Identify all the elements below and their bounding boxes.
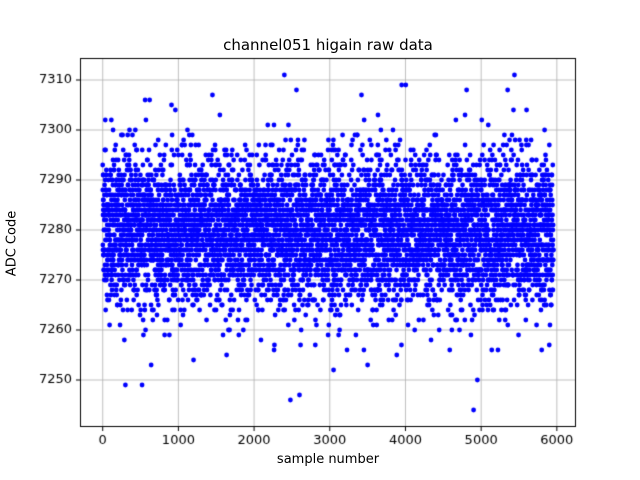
- x-axis-label: sample number: [276, 452, 380, 467]
- y-axis-label: ADC Code: [4, 210, 20, 277]
- chart-title: channel051 higain raw data: [223, 36, 433, 54]
